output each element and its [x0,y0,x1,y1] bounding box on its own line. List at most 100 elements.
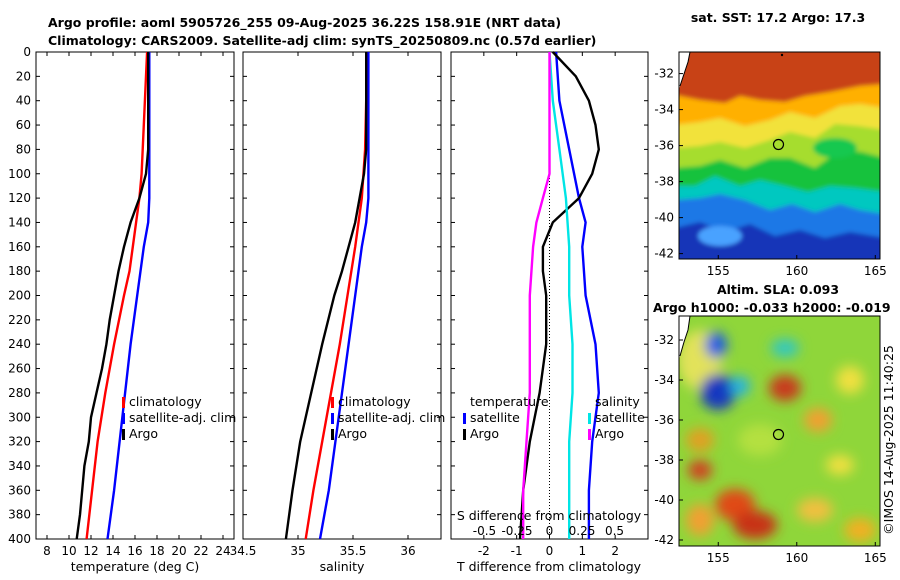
legend-label-t-argo: Argo [470,426,499,441]
s-difference-tick-label: 0.25 [569,524,596,538]
credit-timestamp: ©IMOS 14-Aug-2025 11:40:25 [881,345,896,535]
sst-map-title: sat. SST: 17.2 Argo: 17.3 [691,10,865,25]
argo-float-marker [772,138,785,151]
x-tick-label: 8 [43,544,51,558]
series-line-satellite-adj-clim [318,52,370,540]
salinity-panel: 34.5 35 35.5 36 salinity climatology satell… [230,51,445,574]
x-tick-label: 10 [61,544,76,558]
sla-red-southwest [688,460,712,480]
depth-tick-label: 80 [16,142,31,156]
depth-tick-label: 20 [16,69,31,83]
depth-tick-label: 120 [8,191,31,205]
legend-swatch-argo [331,429,334,440]
lat-tick-label: -40 [654,211,674,225]
legend-swatch-satellite-adj-clim [122,413,125,424]
s-difference-tick-label: 0 [546,524,554,538]
legend-label-satellite-adj-clim: satellite-adj. clim [129,410,236,425]
depth-tick-label: 240 [8,337,31,351]
temperature-series [75,51,151,540]
depth-tick-label: 340 [8,459,31,473]
depth-tick-label: 60 [16,118,31,132]
legend-swatch-climatology [122,397,125,408]
x-tick-label: 22 [193,544,208,558]
legend-swatch-climatology [331,397,334,408]
depth-tick-label: 220 [8,313,31,327]
depth-tick-label: 200 [8,289,31,303]
legend-swatch-t-satellite [463,413,466,424]
sst-map-panel: sat. SST: 17.2 Argo: 17.3 155 160 165 -32 -3… [654,10,886,278]
lat-tick-label: -32 [654,67,674,81]
series-line-salinity-satellite [548,51,574,539]
sst-map-axes: 155 160 165 -32 -34 -36 -38 -40 -42 [654,67,886,278]
x-tick-label: -2 [478,544,490,558]
x-tick-label: -1 [511,544,523,558]
depth-tick-label: 280 [8,386,31,400]
x-tick-label: 24 [215,544,230,558]
legend-swatch-argo [122,429,125,440]
t-difference-xlabel: T difference from climatology [456,559,642,574]
sst-map-field [679,52,880,259]
argo-float-marker [772,428,785,441]
sla-yellow-southeast [826,455,854,475]
salinity-depth-ticks [243,51,441,540]
salinity-plot-frame [242,51,442,540]
legend-label-climatology: climatology [338,394,411,409]
sla-red-south-2 [733,511,777,539]
x-tick-label: 2 [611,544,619,558]
temperature-xlabel: temperature (deg C) [71,559,200,574]
sla-eddy-blue-main [700,374,736,410]
series-line-temperature-satellite [554,51,600,539]
figure-title-line1: Argo profile: aoml 5905726_255 09-Aug-20… [48,15,561,31]
temperature-plot-frame [35,51,235,540]
sla-map-field [679,316,880,546]
lat-tick-label: -42 [654,533,674,547]
difference-series [518,51,600,540]
lon-tick-label: 165 [864,264,887,278]
x-tick-label: 34.5 [230,544,257,558]
temperature-legend: climatology satellite-adj. clim Argo [122,394,236,441]
lon-tick-label: 160 [785,551,808,565]
legend-swatch-satellite-adj-clim [331,413,334,424]
sst-green-patch [813,138,857,158]
depth-tick-label: 320 [8,435,31,449]
depth-tick-label: 160 [8,240,31,254]
difference-depth-ticks [451,51,648,540]
sla-orange-southwest [686,504,714,536]
sst-light-blue-patch [698,226,742,246]
s-difference-tick-label: 0.5 [605,524,624,538]
difference-panel: -2 -1 0 1 2 S difference from climatology -0… [450,51,649,574]
x-tick-label: 18 [149,544,164,558]
sst-map-frame [678,51,881,260]
salinity-difference-legend: salinity satellite Argo [588,394,645,441]
lon-tick-label: 155 [707,264,730,278]
x-tick-label: 0 [546,544,554,558]
sla-cyan-north [771,339,799,357]
temperature-x-axis: 8 10 12 14 16 18 20 22 24 [43,52,231,558]
sla-yellow-south [797,498,833,522]
salinity-series [284,52,370,540]
depth-tick-label: 400 [8,532,31,546]
depth-tick-label: 260 [8,362,31,376]
lat-tick-label: -34 [654,103,674,117]
lon-tick-label: 165 [864,551,887,565]
x-tick-label: 16 [127,544,142,558]
temperature-panel: 0 20 40 60 80 100 120 140 160 180 200 220 240 260 280 3… [8,45,236,574]
depth-axis: 0 20 40 60 80 100 120 140 160 180 200 220 240 260 280 3… [8,45,234,546]
sla-orange-west [686,428,714,452]
legend-label-argo: Argo [338,426,367,441]
s-difference-axis-label: S difference from climatology [457,508,642,523]
series-line-temperature-argo [518,51,600,540]
depth-tick-label: 380 [8,508,31,522]
depth-tick-label: 140 [8,215,31,229]
salinity-xlabel: salinity [320,559,365,574]
x-tick-label: 20 [171,544,186,558]
figure-title-line2: Climatology: CARS2009. Satellite-adj cli… [48,33,596,49]
x-tick-label: 14 [105,544,120,558]
sla-map-panel: Altim. SLA: 0.093 Argo h1000: -0.033 h20… [653,282,891,565]
legend-label-s-satellite: satellite [595,410,645,425]
coastline [679,52,691,87]
s-difference-ticks: -0.5 -0.25 0 0.25 0.5 [473,524,624,538]
depth-tick-label: 360 [8,483,31,497]
legend-label-s-argo: Argo [595,426,624,441]
